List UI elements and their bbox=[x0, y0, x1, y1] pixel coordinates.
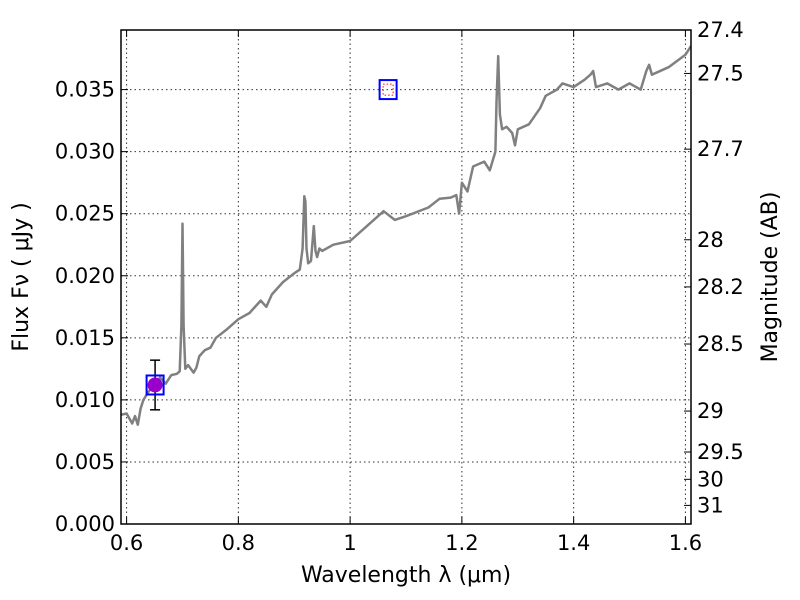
y-tick-label: 0.035 bbox=[55, 78, 115, 102]
y-tick-label: 0.015 bbox=[55, 326, 115, 350]
model-square-marker bbox=[145, 374, 165, 396]
y2-axis-label: Magnitude (AB) bbox=[758, 192, 783, 363]
y2-tick-label: 29.5 bbox=[697, 440, 744, 464]
spectrum-line bbox=[121, 45, 691, 426]
y2-tick-label: 28.5 bbox=[697, 332, 744, 356]
y2-tick-label: 27.4 bbox=[697, 18, 744, 42]
x-tick-label: 1 bbox=[343, 531, 356, 555]
grid-lines bbox=[121, 30, 691, 524]
x-tick-label: 1.4 bbox=[557, 531, 590, 555]
y2-tick-label: 31 bbox=[697, 493, 724, 517]
x-tick-label: 0.6 bbox=[110, 531, 143, 555]
photometry-markers bbox=[145, 79, 398, 411]
y-tick-label: 0.025 bbox=[55, 202, 115, 226]
tick-marks bbox=[121, 29, 691, 525]
y2-tick-label: 29 bbox=[697, 399, 724, 423]
y-tick-label: 0.000 bbox=[55, 512, 115, 536]
x-tick-label: 0.8 bbox=[222, 531, 255, 555]
x-tick-label: 1.2 bbox=[445, 531, 478, 555]
y-tick-label: 0.020 bbox=[55, 264, 115, 288]
y-axis-label: Flux Fν ( μJy ) bbox=[9, 202, 34, 351]
model-square-marker bbox=[378, 79, 398, 101]
model-square-inner bbox=[382, 83, 394, 96]
tick-labels: 0.6 0.8 1 1.2 1.4 1.6 0.000 0.005 0.010 0.015 0.02… bbox=[55, 18, 744, 555]
series-layer bbox=[121, 45, 691, 426]
x-axis-label: Wavelength λ (μm) bbox=[301, 563, 511, 588]
photometry-point bbox=[147, 377, 163, 393]
y-tick-label: 0.005 bbox=[55, 450, 115, 474]
y-tick-label: 0.010 bbox=[55, 388, 115, 412]
x-tick-label: 1.6 bbox=[669, 531, 702, 555]
y-tick-label: 0.030 bbox=[55, 140, 115, 164]
plot-frame bbox=[120, 29, 692, 525]
y2-tick-label: 27.7 bbox=[697, 137, 744, 161]
y2-tick-label: 28.2 bbox=[697, 275, 744, 299]
y2-tick-label: 30 bbox=[697, 467, 724, 491]
y2-tick-label: 27.5 bbox=[697, 61, 744, 85]
y2-tick-label: 28 bbox=[697, 228, 724, 252]
